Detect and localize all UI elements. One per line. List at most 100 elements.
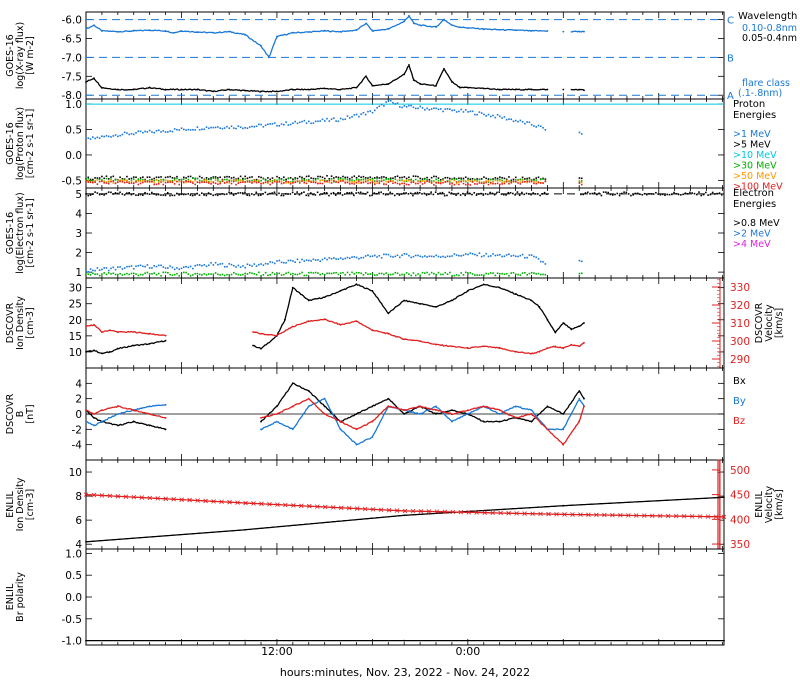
data-point	[271, 180, 274, 182]
data-point	[392, 101, 394, 104]
data-point	[578, 179, 581, 182]
data-point	[466, 409, 469, 412]
data-point	[119, 176, 121, 179]
data-point	[323, 413, 326, 415]
data-point	[160, 194, 162, 196]
velocity-marker	[362, 506, 368, 512]
data-point	[570, 328, 573, 331]
data-point	[173, 273, 176, 276]
data-point	[267, 274, 269, 277]
data-point	[307, 31, 310, 33]
data-point	[101, 86, 103, 89]
data-point	[526, 121, 528, 123]
data-point	[459, 194, 462, 196]
data-point	[291, 31, 294, 34]
data-point	[339, 323, 342, 326]
data-point	[360, 182, 362, 184]
data-point	[562, 443, 565, 446]
data-point	[132, 420, 135, 423]
y-tick-label: 8	[75, 491, 82, 503]
data-point	[407, 193, 410, 195]
data-point	[269, 178, 271, 181]
data-point	[292, 122, 294, 124]
data-point	[437, 181, 440, 184]
data-point	[328, 179, 331, 181]
data-point	[137, 274, 140, 277]
data-point	[562, 322, 565, 324]
data-point	[233, 264, 235, 267]
data-point	[268, 56, 270, 59]
data-point	[355, 192, 357, 194]
velocity-marker	[322, 504, 328, 510]
data-point	[600, 194, 603, 197]
velocity-marker	[657, 513, 663, 519]
data-point	[237, 179, 240, 181]
data-point	[241, 192, 244, 194]
data-point	[273, 273, 276, 276]
data-point	[155, 273, 158, 276]
data-point	[155, 183, 158, 186]
data-point	[280, 261, 283, 264]
data-point	[355, 179, 358, 182]
data-point	[537, 124, 540, 127]
data-point	[371, 289, 374, 292]
data-point	[655, 191, 657, 194]
data-point	[198, 194, 201, 196]
legend-item-bz: Bz	[733, 416, 745, 427]
data-point	[376, 274, 378, 276]
data-point	[196, 264, 199, 266]
data-point	[280, 194, 283, 197]
right-tick-label: 300	[730, 336, 750, 348]
series-line	[253, 283, 585, 350]
data-point	[148, 193, 151, 196]
data-point	[123, 273, 126, 276]
data-point	[373, 177, 376, 179]
data-point	[264, 262, 267, 265]
data-point	[442, 255, 444, 258]
data-point	[462, 192, 464, 195]
data-point	[419, 405, 422, 408]
data-point	[378, 191, 380, 194]
velocity-marker	[418, 509, 424, 514]
data-point	[659, 193, 662, 196]
data-point	[242, 127, 244, 130]
data-point	[130, 193, 133, 196]
data-point	[137, 264, 140, 267]
data-point	[230, 273, 233, 276]
data-point	[173, 179, 176, 182]
data-point	[419, 82, 422, 85]
data-point	[144, 265, 146, 268]
data-point	[337, 120, 340, 123]
data-point	[539, 194, 541, 197]
data-point	[484, 192, 487, 195]
data-point	[285, 178, 287, 181]
velocity-marker	[91, 492, 97, 498]
data-point	[516, 191, 519, 193]
data-point	[278, 178, 281, 180]
data-point	[132, 30, 135, 32]
data-point	[414, 254, 417, 257]
data-point	[155, 176, 158, 179]
data-point	[339, 289, 342, 292]
data-point	[376, 256, 378, 258]
data-point	[503, 182, 506, 185]
data-point	[583, 89, 585, 92]
data-point	[171, 266, 174, 269]
data-point	[471, 273, 474, 275]
data-point	[264, 179, 267, 181]
data-point	[385, 272, 387, 274]
data-point	[580, 181, 583, 184]
data-point	[130, 133, 133, 135]
data-point	[387, 193, 389, 196]
data-point	[494, 177, 497, 179]
y-axis-label: [cm-3]	[25, 307, 36, 338]
data-point	[107, 191, 110, 193]
series-2-mev	[85, 252, 583, 273]
data-point	[435, 182, 437, 184]
data-point	[121, 180, 124, 183]
data-point	[524, 178, 526, 180]
data-point	[435, 273, 437, 276]
data-point	[439, 273, 442, 276]
data-point	[543, 191, 546, 194]
